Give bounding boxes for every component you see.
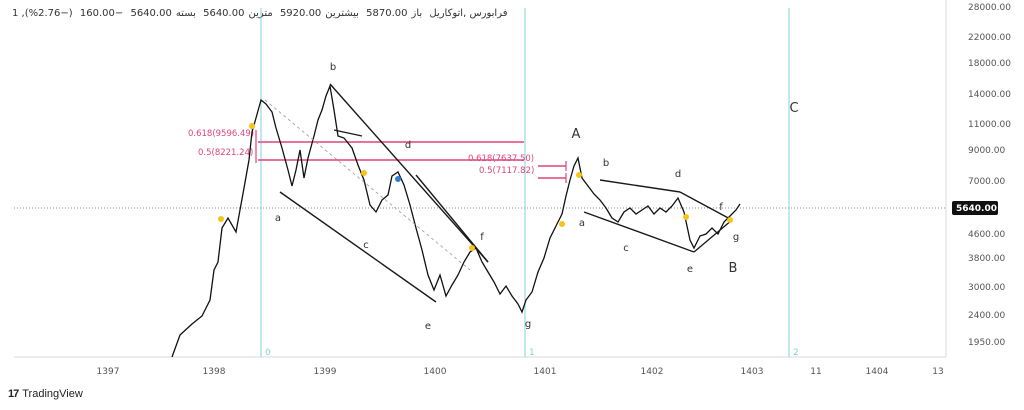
trend-line (599, 179, 681, 193)
marker-dot (559, 221, 565, 227)
marker-dot (727, 217, 733, 223)
wave-label: b (330, 62, 336, 73)
last-price-label: 5640.00 (956, 204, 997, 214)
wave-label: B (729, 261, 738, 276)
y-tick-label: 3000.00 (968, 283, 1005, 293)
high-label: بیشترین (325, 8, 359, 19)
marker-dot (218, 216, 224, 222)
fib-label: 0.5(8221.24) (198, 148, 253, 158)
low-value: 5640.00 (203, 8, 245, 19)
last-price-badge (952, 201, 998, 215)
wave-label: c (363, 240, 369, 251)
x-tick-label: 1402 (641, 367, 664, 377)
y-tick-label: 18000.00 (968, 59, 1011, 69)
wave-label: f (480, 232, 484, 243)
x-tick-label: 1397 (97, 367, 120, 377)
y-tick-label: 4600.00 (968, 230, 1005, 240)
y-tick-label: 14000.00 (968, 90, 1011, 100)
wave-label: g (733, 232, 739, 243)
y-tick-label: 22000.00 (968, 33, 1011, 43)
wave-label: g (525, 319, 531, 330)
wave-label: A (572, 127, 581, 142)
diagonal-guide-line (264, 99, 471, 271)
wave-label: a (275, 213, 281, 224)
change-pct-value: (−2.76%) (24, 8, 73, 19)
y-tick-label: 9000.00 (968, 146, 1005, 156)
tradingview-brand[interactable]: 17 TradingView (8, 388, 83, 400)
cycle-label: 0 (265, 348, 271, 358)
close-label: بسته (175, 8, 196, 19)
wave-label: d (405, 140, 411, 151)
trend-line (329, 83, 489, 263)
marker-dot (395, 176, 401, 182)
wave-label: e (687, 264, 693, 275)
close-value: 5640.00 (130, 8, 172, 19)
wave-label: e (425, 321, 431, 332)
wave-label: a (579, 218, 585, 229)
x-tick-label: 11 (810, 367, 821, 377)
fib-label: 0.5(7117.82) (479, 166, 534, 176)
y-tick-label: 11000.00 (968, 120, 1011, 130)
marker-dot (469, 245, 475, 251)
marker-dot (361, 170, 367, 176)
open-label: باز (411, 8, 423, 19)
tradingview-logo-icon: 17 (8, 388, 19, 400)
y-tick-label: 1950.00 (968, 338, 1005, 348)
marker-dot (576, 172, 582, 178)
trend-line (679, 191, 733, 221)
trend-line (693, 219, 733, 253)
x-tick-label: 1399 (314, 367, 337, 377)
price-series-line (171, 83, 741, 358)
x-tick-label: 1400 (424, 367, 447, 377)
marker-dot (249, 123, 255, 129)
high-value: 5920.00 (279, 8, 322, 19)
brand-name: TradingView (22, 388, 83, 400)
y-tick-label: 28000.00 (968, 3, 1011, 13)
trend-line (415, 174, 489, 263)
x-tick-label: 1404 (866, 367, 889, 377)
cycle-label: 2 (793, 348, 799, 358)
symbol-label: 1 ,فرابورس ,اتوکاریل (12, 8, 508, 19)
marker-dot (683, 214, 689, 220)
open-value: 5870.00 (366, 8, 408, 19)
trend-line (279, 191, 437, 303)
x-tick-label: 1403 (741, 367, 764, 377)
y-tick-label: 3800.00 (968, 254, 1005, 264)
fib-label: 0.618(9596.49) (188, 129, 254, 139)
trend-line (583, 211, 695, 253)
wave-label: d (675, 169, 681, 180)
wave-label: C (789, 101, 798, 116)
x-tick-label: 13 (932, 367, 943, 377)
y-tick-label: 7000.00 (968, 177, 1005, 187)
trend-line (333, 129, 363, 137)
cycle-label: 1 (529, 348, 535, 358)
wave-label: c (623, 243, 629, 254)
x-tick-label: 1398 (203, 367, 226, 377)
x-tick-label: 1401 (534, 367, 557, 377)
wave-label: f (719, 202, 723, 213)
change-value: −160.00 (79, 8, 124, 19)
fib-label: 0.618(7637.50) (468, 154, 534, 164)
wave-label: b (603, 158, 609, 169)
y-tick-label: 2400.00 (968, 311, 1005, 321)
